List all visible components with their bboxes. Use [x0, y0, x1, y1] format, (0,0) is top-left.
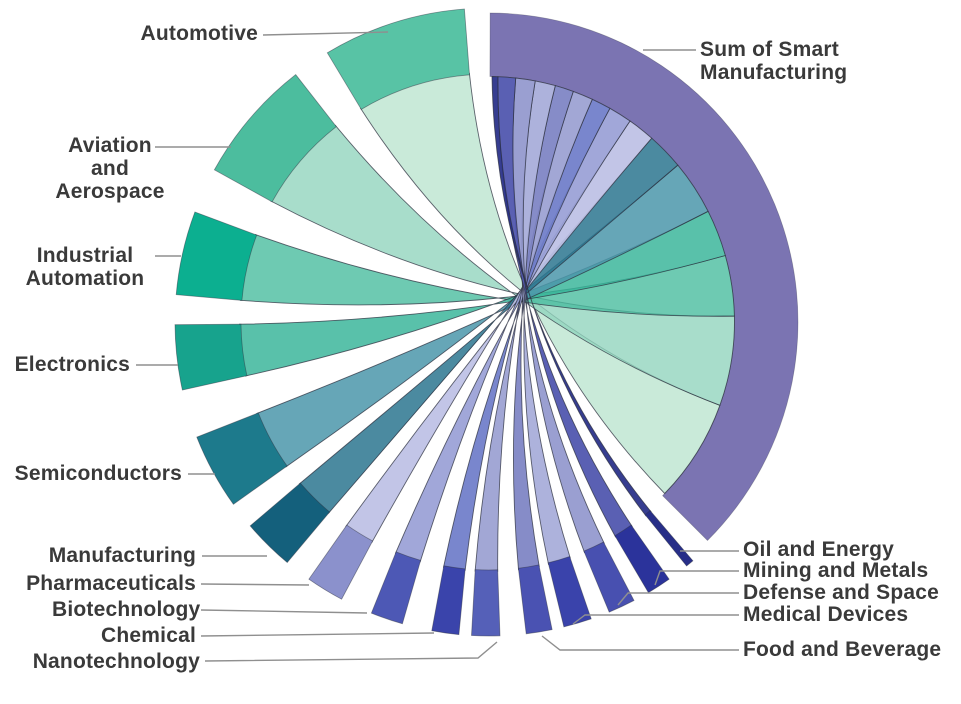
leader-food-and-beverage — [541, 635, 739, 651]
label-nanotechnology: Nanotechnology — [32, 650, 200, 673]
band-medical-devices — [547, 555, 592, 628]
ribbon-food-and-beverage — [512, 85, 574, 571]
ribbon-medical-devices — [521, 80, 571, 565]
ribbon-industrial-automation — [239, 234, 735, 317]
label-aviation-and-aerospace: Aviation and Aerospace — [55, 134, 165, 203]
leader-lines — [136, 31, 739, 662]
band-food-and-beverage — [517, 564, 553, 635]
ribbon-oil-and-energy — [491, 76, 652, 517]
band-defense-and-space — [583, 541, 635, 613]
label-medical-devices: Medical Devices — [743, 603, 909, 626]
ribbon-manufacturing — [298, 137, 679, 514]
band-semiconductors — [196, 412, 288, 505]
label-biotechnology: Biotechnology — [52, 598, 201, 621]
label-oil-and-energy: Oil and Energy — [743, 538, 894, 561]
label-electronics: Electronics — [14, 353, 130, 376]
label-food-and-beverage: Food and Beverage — [743, 638, 942, 661]
ribbon-chemical — [442, 98, 611, 571]
ribbon-electronics — [239, 210, 726, 377]
label-sum-of-smart-manufacturing: Sum of Smart Manufacturing — [700, 38, 848, 84]
band-chemical — [431, 565, 466, 636]
label-semiconductors: Semiconductors — [14, 462, 182, 485]
band-aviation-and-aerospace — [213, 74, 337, 203]
band-biotechnology — [370, 551, 422, 625]
ribbon-defense-and-space — [512, 77, 605, 554]
band-mining-and-metals — [614, 524, 670, 594]
leader-chemical — [200, 632, 435, 637]
leader-medical-devices — [572, 614, 739, 625]
band-electronics — [174, 323, 248, 391]
band-oil-and-energy — [644, 510, 694, 567]
leader-automotive — [262, 31, 389, 36]
band-pharmaceuticals — [308, 524, 374, 600]
label-industrial-automation: Industrial Automation — [25, 244, 145, 290]
leader-biotechnology — [200, 609, 368, 614]
label-defense-and-space: Defense and Space — [743, 581, 939, 604]
label-chemical: Chemical — [101, 624, 196, 647]
band-manufacturing — [249, 482, 331, 564]
band-industrial-automation — [175, 211, 258, 301]
label-mining-and-metals: Mining and Metals — [743, 559, 929, 582]
ribbon-pharmaceuticals — [345, 120, 653, 543]
leader-defense-and-space — [617, 592, 739, 606]
ribbons — [239, 72, 735, 572]
leader-nanotechnology — [204, 641, 498, 662]
label-pharmaceuticals: Pharmaceuticals — [26, 572, 196, 595]
label-manufacturing: Manufacturing — [48, 544, 196, 567]
industry-arcs — [174, 8, 694, 637]
leader-mining-and-metals — [654, 570, 739, 586]
label-automotive: Automotive — [140, 22, 258, 45]
ribbon-semiconductors — [256, 164, 709, 468]
leader-pharmaceuticals — [200, 583, 310, 586]
band-nanotechnology — [471, 569, 501, 637]
ribbon-aviation-and-aerospace — [270, 124, 735, 406]
ribbon-biotechnology — [394, 107, 631, 563]
ribbon-nanotechnology — [474, 90, 593, 572]
ribbon-mining-and-metals — [497, 76, 633, 538]
